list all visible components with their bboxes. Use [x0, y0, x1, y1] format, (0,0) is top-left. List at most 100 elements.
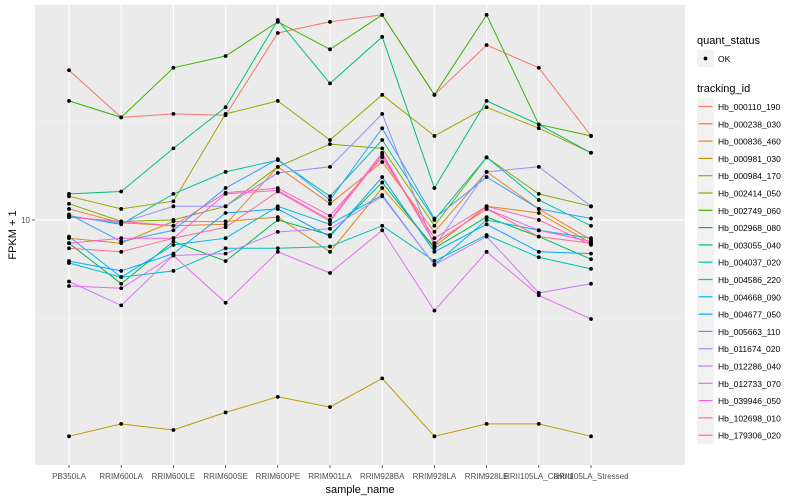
data-point-Hb_012286_040: [380, 194, 385, 199]
data-point-Hb_003055_040: [67, 191, 71, 196]
y-axis-title: FPKM + 1: [7, 210, 19, 259]
data-point-Hb_039946_050: [67, 241, 71, 246]
data-point-Hb_000836_460: [223, 219, 228, 224]
data-point-Hb_011674_020: [380, 112, 385, 116]
data-point-Hb_004037_020: [171, 191, 176, 196]
data-point-Hb_004586_220: [432, 259, 437, 263]
data-point-Hb_102698_010: [171, 223, 176, 228]
data-point-Hb_004677_050: [223, 211, 228, 215]
x-tick-label: RRIM928BA: [360, 472, 405, 481]
legend-tracking-title: tracking_id: [697, 83, 750, 95]
data-point-Hb_011674_020: [171, 204, 176, 209]
x-tick-label: RRIM600PE: [256, 472, 300, 481]
data-point-Hb_012286_040: [67, 279, 71, 284]
x-tick-label: RRIM928LE: [465, 472, 509, 481]
data-point-Hb_012733_070: [171, 253, 176, 258]
data-point-Hb_004668_090: [484, 218, 489, 222]
data-point-Hb_002968_080: [380, 180, 385, 185]
data-point-Hb_002414_050: [328, 142, 332, 147]
data-point-Hb_012733_070: [223, 300, 228, 305]
data-point-Hb_004668_090: [275, 204, 280, 209]
data-point-Hb_004677_050: [328, 234, 332, 239]
data-point-Hb_003055_040: [536, 122, 541, 127]
data-point-Hb_011674_020: [328, 164, 332, 169]
data-point-Hb_179306_020: [119, 249, 124, 254]
data-point-Hb_000984_170: [328, 138, 332, 142]
data-point-Hb_004668_090: [119, 275, 124, 280]
x-tick-label: RRIM600LE: [152, 472, 196, 481]
data-point-Hb_003055_040: [589, 150, 593, 155]
data-point-Hb_002749_060: [484, 12, 489, 17]
data-point-Hb_000110_190: [67, 68, 71, 73]
data-point-Hb_000836_460: [275, 215, 280, 220]
data-point-Hb_011674_020: [223, 204, 228, 209]
data-point-Hb_012733_070: [275, 249, 280, 254]
data-point-Hb_004037_020: [484, 155, 489, 160]
data-point-Hb_000981_030: [484, 421, 489, 426]
legend: quant_status OK tracking_id Hb_000110_19…: [697, 35, 781, 444]
data-point-Hb_012733_070: [119, 286, 124, 291]
x-tick-label: PB350LA: [52, 472, 86, 481]
series-points: [67, 12, 593, 439]
data-point-Hb_102698_010: [380, 155, 385, 160]
data-point-Hb_002414_050: [536, 191, 541, 196]
data-point-Hb_003055_040: [380, 34, 385, 39]
data-point-Hb_011674_020: [589, 204, 593, 209]
data-point-Hb_002968_080: [275, 218, 280, 222]
data-point-Hb_004677_050: [432, 249, 437, 254]
data-point-Hb_004586_220: [536, 255, 541, 260]
data-point-Hb_000110_190: [275, 31, 280, 35]
data-point-Hb_000238_030: [380, 160, 385, 164]
data-point-Hb_012286_040: [275, 229, 280, 234]
data-point-Hb_179306_020: [67, 246, 71, 251]
y-axis-ticks: 10: [21, 216, 35, 225]
data-point-Hb_004677_050: [380, 175, 385, 179]
legend-label-Hb_012286_040: Hb_012286_040: [718, 362, 781, 372]
data-point-Hb_004677_050: [484, 222, 489, 227]
data-point-Hb_005663_110: [275, 157, 280, 162]
data-point-Hb_004677_050: [275, 207, 280, 211]
data-point-Hb_102698_010: [328, 213, 332, 218]
data-point-Hb_004677_050: [589, 251, 593, 256]
data-point-Hb_012286_040: [223, 251, 228, 256]
data-point-Hb_002968_080: [589, 257, 593, 262]
data-point-Hb_039946_050: [119, 236, 124, 241]
data-point-Hb_000238_030: [432, 229, 437, 234]
data-point-Hb_179306_020: [536, 234, 541, 239]
data-point-Hb_000984_170: [275, 99, 280, 103]
data-point-Hb_012286_040: [119, 303, 124, 308]
y-tick-label: 10: [21, 216, 30, 225]
data-point-Hb_004677_050: [536, 249, 541, 254]
data-point-Hb_102698_010: [223, 190, 228, 195]
x-tick-label: RRIM600SE: [203, 472, 247, 481]
data-point-Hb_102698_010: [536, 218, 541, 222]
data-point-Hb_002414_050: [432, 223, 437, 228]
legend-label-Hb_000836_460: Hb_000836_460: [718, 137, 781, 147]
data-point-Hb_002414_050: [67, 201, 71, 206]
data-point-Hb_004668_090: [67, 234, 71, 239]
data-point-Hb_000110_190: [484, 43, 489, 47]
data-point-Hb_012733_070: [328, 271, 332, 275]
data-point-Hb_002749_060: [380, 12, 385, 17]
legend-label-Hb_002749_060: Hb_002749_060: [718, 206, 781, 216]
legend-label-Hb_004677_050: Hb_004677_050: [718, 310, 781, 320]
data-point-Hb_002749_060: [171, 65, 176, 70]
legend-label-Hb_039946_050: Hb_039946_050: [718, 396, 781, 406]
data-point-Hb_011674_020: [432, 244, 437, 249]
data-point-Hb_000981_030: [171, 428, 176, 432]
data-point-Hb_012286_040: [432, 263, 437, 267]
data-point-Hb_004586_220: [380, 223, 385, 228]
data-point-Hb_000238_030: [223, 222, 228, 227]
data-point-Hb_002414_050: [275, 164, 280, 169]
data-point-Hb_000238_030: [67, 207, 71, 211]
legend-label-Hb_102698_010: Hb_102698_010: [718, 413, 781, 423]
data-point-Hb_004668_090: [589, 236, 593, 241]
data-point-Hb_002414_050: [380, 146, 385, 151]
legend-label-Hb_179306_020: Hb_179306_020: [718, 431, 781, 441]
x-tick-label: RRIM901LA: [308, 472, 352, 481]
data-point-Hb_102698_010: [275, 186, 280, 190]
legend-label-Hb_000981_030: Hb_000981_030: [718, 154, 781, 164]
data-point-Hb_003055_040: [275, 18, 280, 22]
legend-label: OK: [718, 54, 731, 64]
data-point-Hb_012733_070: [484, 249, 489, 254]
